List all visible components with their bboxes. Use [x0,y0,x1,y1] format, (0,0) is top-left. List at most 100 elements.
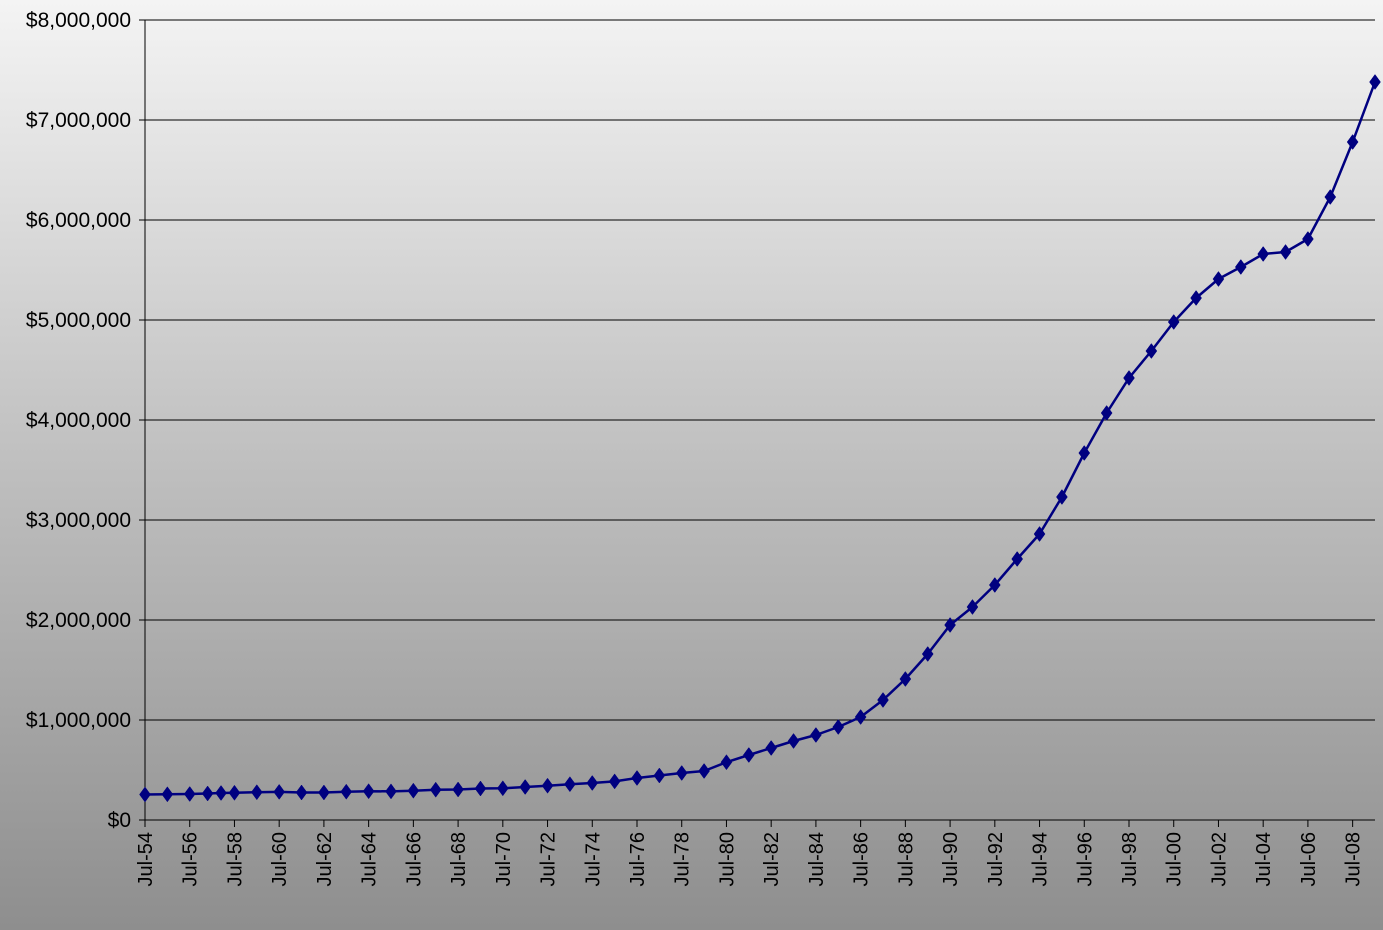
y-axis-tick-labels: $0 $1,000,000 $2,000,000 $3,000,000 $4,000,0… [26,9,131,832]
data-point [295,784,308,801]
data-point [201,785,214,802]
x-axis-tick-labels: Jul-54 Jul-56 Jul-58 Jul-60 Jul-62 Jul-64 Jul-… [135,832,1365,886]
x-tick-label: Jul-92 [985,832,1007,886]
y-tick-label: $8,000,000 [26,9,131,32]
x-tick-label: Jul-56 [180,832,202,886]
data-point [1212,271,1225,287]
data-point [1235,259,1247,275]
data-point [1100,405,1113,421]
data-point [1145,343,1158,359]
data-point [139,786,151,803]
data-point [1302,231,1314,247]
plot-area [139,74,1381,803]
data-point [586,775,599,791]
data-point [407,782,420,799]
data-point [1011,551,1023,567]
x-tick-label: Jul-08 [1343,832,1365,886]
data-point [183,786,196,802]
y-tick-label: $3,000,000 [26,509,131,532]
data-point [1257,246,1269,262]
data-point [631,770,643,786]
data-point [452,781,464,798]
data-point [989,577,1001,593]
x-tick-label: Jul-90 [940,832,962,886]
y-tick-label: $0 [108,809,131,832]
data-point [1279,244,1292,260]
data-point [1167,314,1180,330]
y-tick-label: $4,000,000 [26,409,131,432]
data-point [608,773,621,790]
data-point [1346,134,1359,150]
data-point [564,776,576,793]
data-point [1369,74,1381,90]
y-tick-label: $6,000,000 [26,209,131,232]
data-point [765,740,777,756]
data-point [251,784,263,801]
data-point [787,733,800,749]
gridlines [145,19,1375,721]
x-tick-label: Jul-80 [716,832,738,886]
x-tick-label: Jul-60 [269,832,291,886]
data-point [362,783,375,800]
data-point [497,780,509,797]
data-point [877,692,889,708]
y-tick-label: $2,000,000 [26,609,131,632]
x-tick-label: Jul-78 [672,832,694,886]
x-tick-label: Jul-74 [582,832,604,886]
y-tick-label: $1,000,000 [26,709,131,732]
x-tick-label: Jul-04 [1253,832,1275,886]
data-point [429,781,442,798]
data-point [1056,489,1068,505]
data-point [385,783,397,800]
data-point [215,785,227,801]
data-point [966,599,979,615]
x-tick-label: Jul-84 [806,832,828,886]
x-tick-label: Jul-54 [135,832,157,886]
x-tick-label: Jul-66 [403,832,425,886]
x-tick-label: Jul-96 [1074,832,1096,886]
data-point [810,727,822,743]
data-point [340,783,353,800]
data-point [1190,290,1202,306]
data-point [743,747,755,763]
data-point [832,719,845,735]
x-tick-label: Jul-82 [761,832,783,886]
data-point [161,786,174,803]
x-tick-label: Jul-72 [538,832,560,886]
data-point [474,780,487,797]
x-tick-label: Jul-86 [851,832,873,886]
data-point [921,646,934,662]
x-tick-label: Jul-00 [1164,832,1186,886]
y-tick-label: $5,000,000 [26,309,131,332]
x-tick-label: Jul-02 [1208,832,1230,886]
data-point [228,784,241,801]
x-tick-label: Jul-58 [224,832,246,886]
axes [139,19,1375,827]
data-point [675,765,688,781]
x-tick-label: Jul-68 [448,832,470,886]
data-point [1324,189,1337,205]
data-point [1078,445,1091,461]
x-tick-label: Jul-64 [359,832,381,886]
data-point [519,779,531,795]
data-point [318,784,330,801]
data-point [899,671,912,687]
data-point [541,777,554,794]
x-tick-label: Jul-06 [1298,832,1320,886]
data-point [720,754,733,771]
x-tick-label: Jul-94 [1030,832,1052,886]
x-tick-label: Jul-62 [314,832,336,886]
data-point [944,617,956,633]
data-point [698,763,710,779]
series-line [144,81,1377,796]
data-point [1033,526,1046,542]
x-tick-label: Jul-98 [1119,832,1141,886]
y-tick-label: $7,000,000 [26,109,131,132]
data-point [854,709,867,725]
data-point [1123,370,1135,386]
data-point [273,783,285,800]
x-tick-label: Jul-70 [493,832,515,886]
x-tick-label: Jul-88 [895,832,917,886]
data-point [653,767,666,784]
